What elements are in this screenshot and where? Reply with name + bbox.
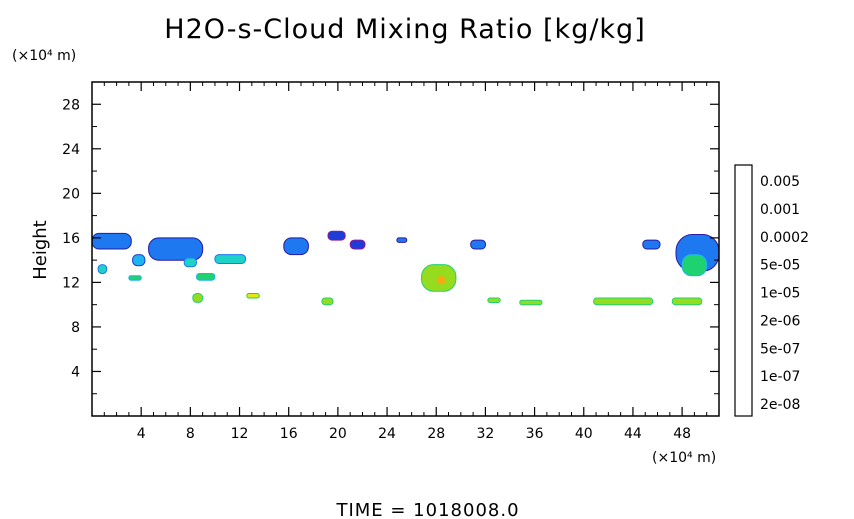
- cloud-patch-19: [519, 299, 543, 306]
- x-axis-ticks: 4 8 12 16 20 24 28 32 36 40 44 48: [103, 82, 708, 442]
- cloud-patch-3: [128, 275, 142, 281]
- cloud-patch-8: [192, 293, 204, 303]
- time-label: TIME = 1018008.0: [335, 500, 519, 519]
- y-tick-label: 16: [62, 231, 80, 247]
- y-axis-ticks: 4 8 12 16 20 24 28: [62, 97, 719, 395]
- cloud-patch-11: [327, 230, 346, 241]
- cloud-patch-13: [396, 237, 408, 243]
- colorbar-label: 1e-07: [760, 369, 800, 385]
- cloud-patch-5: [183, 257, 197, 268]
- colorbar-label: 0.001: [760, 202, 800, 218]
- cloud-patch-9: [246, 293, 260, 299]
- x-tick-label: 44: [624, 426, 642, 442]
- colorbar-label: 5e-07: [760, 341, 800, 357]
- chart-title: H2O-s-Cloud Mixing Ratio [kg/kg]: [164, 14, 645, 45]
- colorbar-label: 5e-05: [760, 258, 800, 274]
- x-tick-label: 36: [526, 426, 544, 442]
- x-tick-label: 28: [427, 426, 445, 442]
- y-axis-unit: (×10⁴ m): [12, 48, 76, 64]
- cloud-patch-24: [681, 254, 708, 277]
- cloud-patch-1: [97, 264, 108, 275]
- colorbar-frame: [734, 164, 753, 417]
- y-tick-label: 20: [62, 186, 80, 202]
- cloud-patch-12: [349, 239, 366, 250]
- cloud-patch-17: [470, 239, 487, 250]
- cloud-patch-16: [435, 275, 447, 286]
- x-tick-label: 12: [231, 426, 249, 442]
- plot-frame: [91, 81, 720, 417]
- cloud-patch-6: [214, 254, 247, 265]
- cloud-patch-20: [593, 297, 654, 306]
- y-tick-label: 4: [71, 364, 80, 380]
- cloud-patch-7: [196, 273, 216, 281]
- x-axis-unit: (×10⁴ m): [652, 450, 716, 466]
- cloud-patch-18: [487, 297, 501, 303]
- cloud-patch-10: [283, 237, 309, 256]
- cloud-field: [91, 230, 720, 306]
- x-tick-label: 8: [186, 426, 195, 442]
- colorbar-label: 2e-06: [760, 313, 800, 329]
- cloud-patch-22: [671, 297, 703, 306]
- colorbar-label: 0.0002: [760, 230, 809, 246]
- x-tick-label: 24: [378, 426, 396, 442]
- cloud-patch-21: [642, 239, 661, 250]
- cloud-patch-2: [132, 254, 146, 267]
- y-axis-label: Height: [30, 220, 51, 280]
- x-tick-label: 4: [137, 426, 146, 442]
- cloud-patch-0: [91, 232, 132, 250]
- y-tick-label: 12: [62, 275, 80, 291]
- cloud-patch-14: [321, 297, 334, 306]
- x-tick-label: 40: [575, 426, 593, 442]
- colorbar-label: 0.005: [760, 174, 800, 190]
- x-tick-label: 48: [673, 426, 691, 442]
- x-tick-label: 20: [329, 426, 347, 442]
- y-tick-label: 8: [71, 320, 80, 336]
- x-tick-label: 16: [280, 426, 298, 442]
- colorbar: 0.005 0.001 0.0002 5e-05 1e-05 2e-06 5e-07 1e-0…: [734, 164, 809, 417]
- y-tick-label: 28: [62, 97, 80, 113]
- colorbar-label: 1e-05: [760, 286, 800, 302]
- cloud-patch-4: [148, 237, 204, 261]
- x-tick-label: 32: [476, 426, 494, 442]
- colorbar-label: 2e-08: [760, 397, 800, 413]
- y-tick-label: 24: [62, 142, 80, 158]
